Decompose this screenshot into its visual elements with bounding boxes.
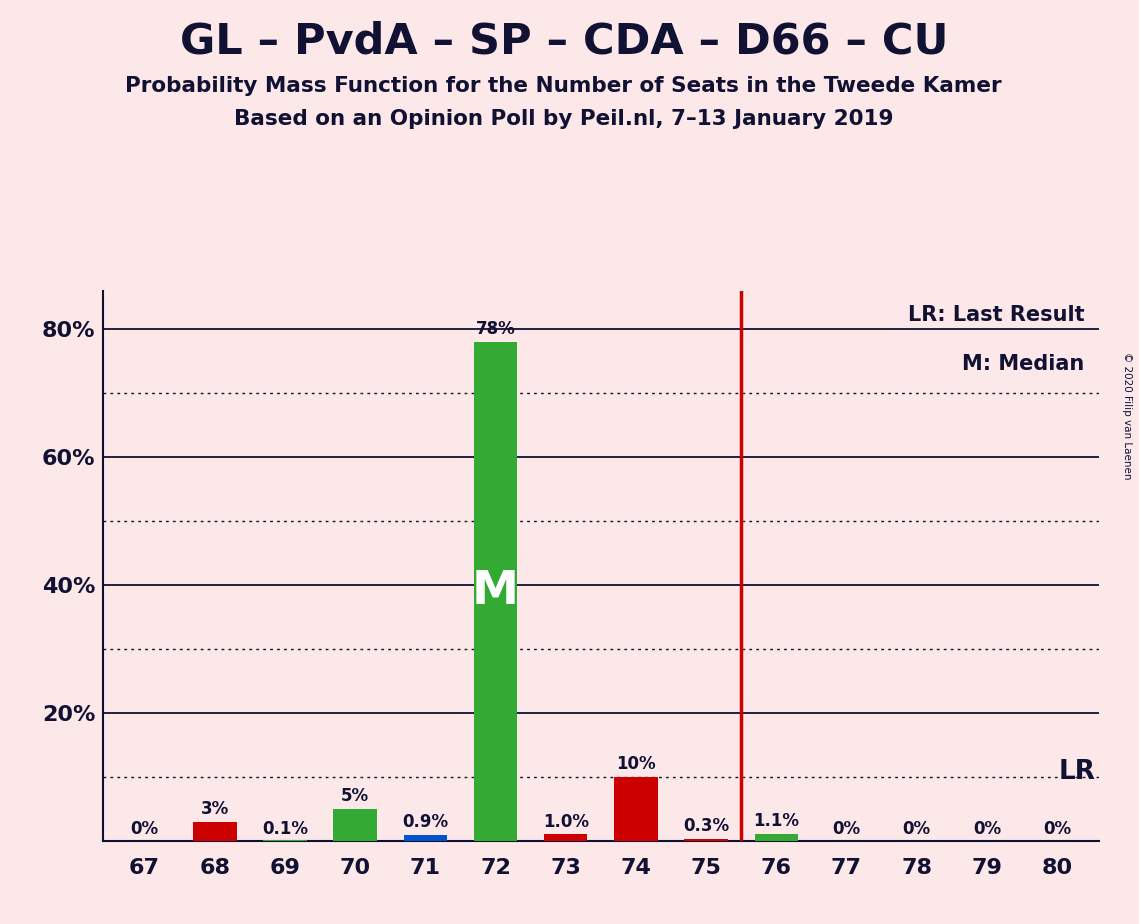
Text: 0%: 0% [131,821,158,838]
Text: 1.1%: 1.1% [753,812,800,830]
Text: 0%: 0% [973,821,1001,838]
Bar [192,821,237,841]
Text: Based on an Opinion Poll by Peil.nl, 7–13 January 2019: Based on an Opinion Poll by Peil.nl, 7–1… [233,109,894,129]
Text: 0.1%: 0.1% [262,821,308,838]
Bar [474,342,517,841]
Text: M: M [472,569,519,614]
Text: 3%: 3% [200,800,229,818]
Bar [754,833,798,841]
Text: 0%: 0% [902,821,931,838]
Text: 1.0%: 1.0% [542,812,589,831]
Text: 78%: 78% [476,321,516,338]
Bar [614,777,657,841]
Text: 10%: 10% [616,755,656,773]
Text: 0.3%: 0.3% [683,817,729,835]
Text: LR: LR [1058,759,1096,784]
Text: © 2020 Filip van Laenen: © 2020 Filip van Laenen [1122,352,1132,480]
Text: 5%: 5% [341,787,369,805]
Bar [403,835,448,841]
Text: M: Median: M: Median [962,354,1084,374]
Text: 0%: 0% [1043,821,1071,838]
Bar [334,808,377,841]
Bar [685,839,728,841]
Text: 0%: 0% [833,821,861,838]
Text: GL – PvdA – SP – CDA – D66 – CU: GL – PvdA – SP – CDA – D66 – CU [180,20,948,62]
Text: 0.9%: 0.9% [402,813,449,832]
Text: Probability Mass Function for the Number of Seats in the Tweede Kamer: Probability Mass Function for the Number… [125,76,1002,96]
Text: LR: Last Result: LR: Last Result [908,305,1084,325]
Bar [544,834,588,841]
